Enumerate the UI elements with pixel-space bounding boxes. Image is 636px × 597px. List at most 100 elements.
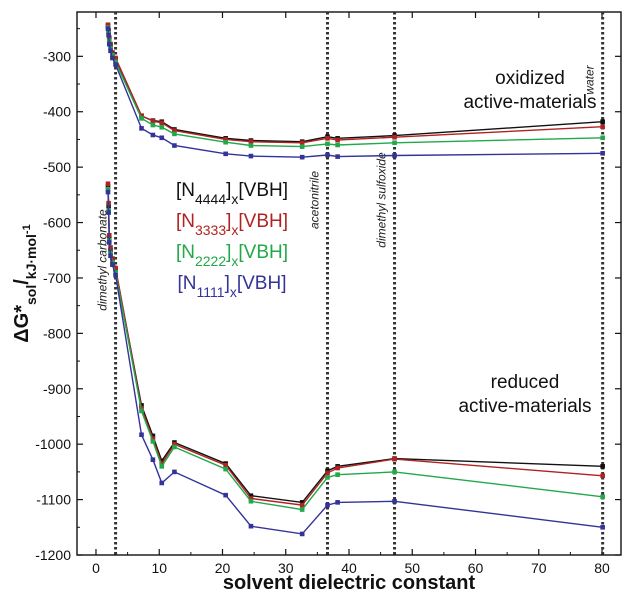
- x-tick-label: 0: [92, 560, 100, 576]
- data-point: [159, 464, 165, 469]
- data-point: [110, 256, 115, 261]
- data-point: [106, 210, 111, 215]
- data-point: [325, 152, 330, 158]
- data-point: [392, 456, 397, 462]
- legend-entry: [N3333]x[VBH]: [176, 211, 288, 238]
- x-tick-label: 10: [151, 560, 167, 576]
- y-tick-label: -900: [43, 381, 71, 397]
- annotation-reduced: active-materials: [458, 396, 591, 417]
- data-point: [113, 55, 118, 61]
- y-tick-label: -1100: [36, 492, 71, 508]
- data-point: [150, 118, 156, 124]
- data-point: [248, 523, 254, 529]
- data-point: [110, 52, 115, 58]
- data-point: [150, 436, 156, 441]
- data-point: [325, 475, 330, 480]
- data-point: [392, 498, 397, 504]
- data-point: [299, 502, 305, 508]
- x-tick-label: 20: [215, 560, 231, 576]
- data-point: [299, 531, 305, 537]
- data-point: [325, 470, 330, 476]
- data-point: [105, 189, 111, 195]
- data-point: [248, 498, 254, 504]
- data-point: [299, 507, 305, 512]
- y-tick-label: -500: [43, 159, 71, 175]
- series-line-reduced: [107, 186, 603, 504]
- x-tick-label: 30: [278, 560, 294, 576]
- data-point: [248, 153, 254, 159]
- data-point: [139, 126, 144, 131]
- data-point: [159, 461, 165, 466]
- data-point: [172, 128, 177, 133]
- data-point: [108, 48, 113, 54]
- data-point: [113, 270, 118, 275]
- data-point: [139, 116, 144, 121]
- data-point: [392, 153, 397, 158]
- data-point: [150, 132, 156, 138]
- data-point: [600, 150, 605, 156]
- data-point: [110, 262, 115, 267]
- data-point: [113, 62, 118, 67]
- data-point: [105, 26, 111, 31]
- data-point: [600, 124, 605, 129]
- data-point: [172, 444, 177, 450]
- data-point: [223, 139, 228, 145]
- data-point: [248, 496, 254, 501]
- data-point: [172, 469, 177, 475]
- data-point: [223, 462, 228, 468]
- data-point: [392, 140, 397, 146]
- data-point: [600, 473, 605, 479]
- data-point: [248, 143, 254, 148]
- axis-ticks: 0 10 20 30 40 50 60 70 80 -300 -400 -500 -600 -700 -80…: [35, 12, 621, 576]
- data-point: [150, 457, 156, 462]
- data-point: [335, 472, 340, 477]
- annotation-reduced: reduced: [491, 372, 560, 393]
- data-point: [223, 466, 228, 472]
- y-tick-label: -1200: [35, 547, 71, 563]
- data-point: [150, 122, 156, 128]
- data-point: [335, 142, 340, 148]
- annotations: oxidized active-materials reduced active-ma…: [458, 68, 596, 417]
- data-point: [159, 135, 165, 141]
- data-point: [172, 441, 177, 447]
- data-point: [600, 135, 605, 141]
- legend-entry: [N1111]x[VBH]: [178, 273, 287, 300]
- x-tick-label: 80: [594, 560, 610, 576]
- data-point: [325, 502, 330, 508]
- data-point: [325, 136, 330, 141]
- data-point: [299, 144, 305, 149]
- solvent-label: acetonitrile: [307, 171, 321, 229]
- y-axis-title: ΔG*sol/kJ·mol-1: [11, 224, 39, 342]
- data-point: [113, 59, 118, 65]
- data-point: [223, 137, 228, 142]
- data-point: [248, 493, 254, 499]
- data-point: [600, 494, 605, 500]
- data-point: [150, 433, 156, 439]
- data-point: [223, 492, 228, 498]
- data-point: [325, 141, 330, 147]
- data-point: [105, 22, 111, 28]
- x-tick-label: 50: [404, 560, 420, 576]
- data-point: [299, 140, 305, 146]
- data-point: [299, 154, 305, 160]
- data-point: [223, 151, 228, 157]
- data-point: [299, 500, 305, 505]
- solvent-label: dimethyl carbonate: [96, 209, 110, 311]
- data-point: [106, 240, 112, 245]
- solvent-label: dimethyl sulfoxide: [375, 152, 389, 248]
- y-tick-label: -800: [43, 325, 71, 341]
- solvent-reference-lines: dimethyl carbonate acetonitrile dimethyl s…: [96, 12, 605, 555]
- legend-entry: [N4444]x[VBH]: [176, 180, 288, 207]
- data-point: [392, 134, 397, 140]
- data-point: [172, 131, 177, 137]
- data-point: [172, 143, 177, 148]
- x-tick-label: 40: [341, 560, 357, 576]
- y-tick-label: -700: [43, 270, 71, 286]
- data-point: [335, 500, 340, 505]
- y-tick-label: -300: [43, 48, 71, 64]
- data-point: [105, 181, 111, 187]
- x-axis-title: solvent dielectric constant: [223, 572, 476, 594]
- data-point: [335, 137, 340, 143]
- data-point: [248, 139, 254, 144]
